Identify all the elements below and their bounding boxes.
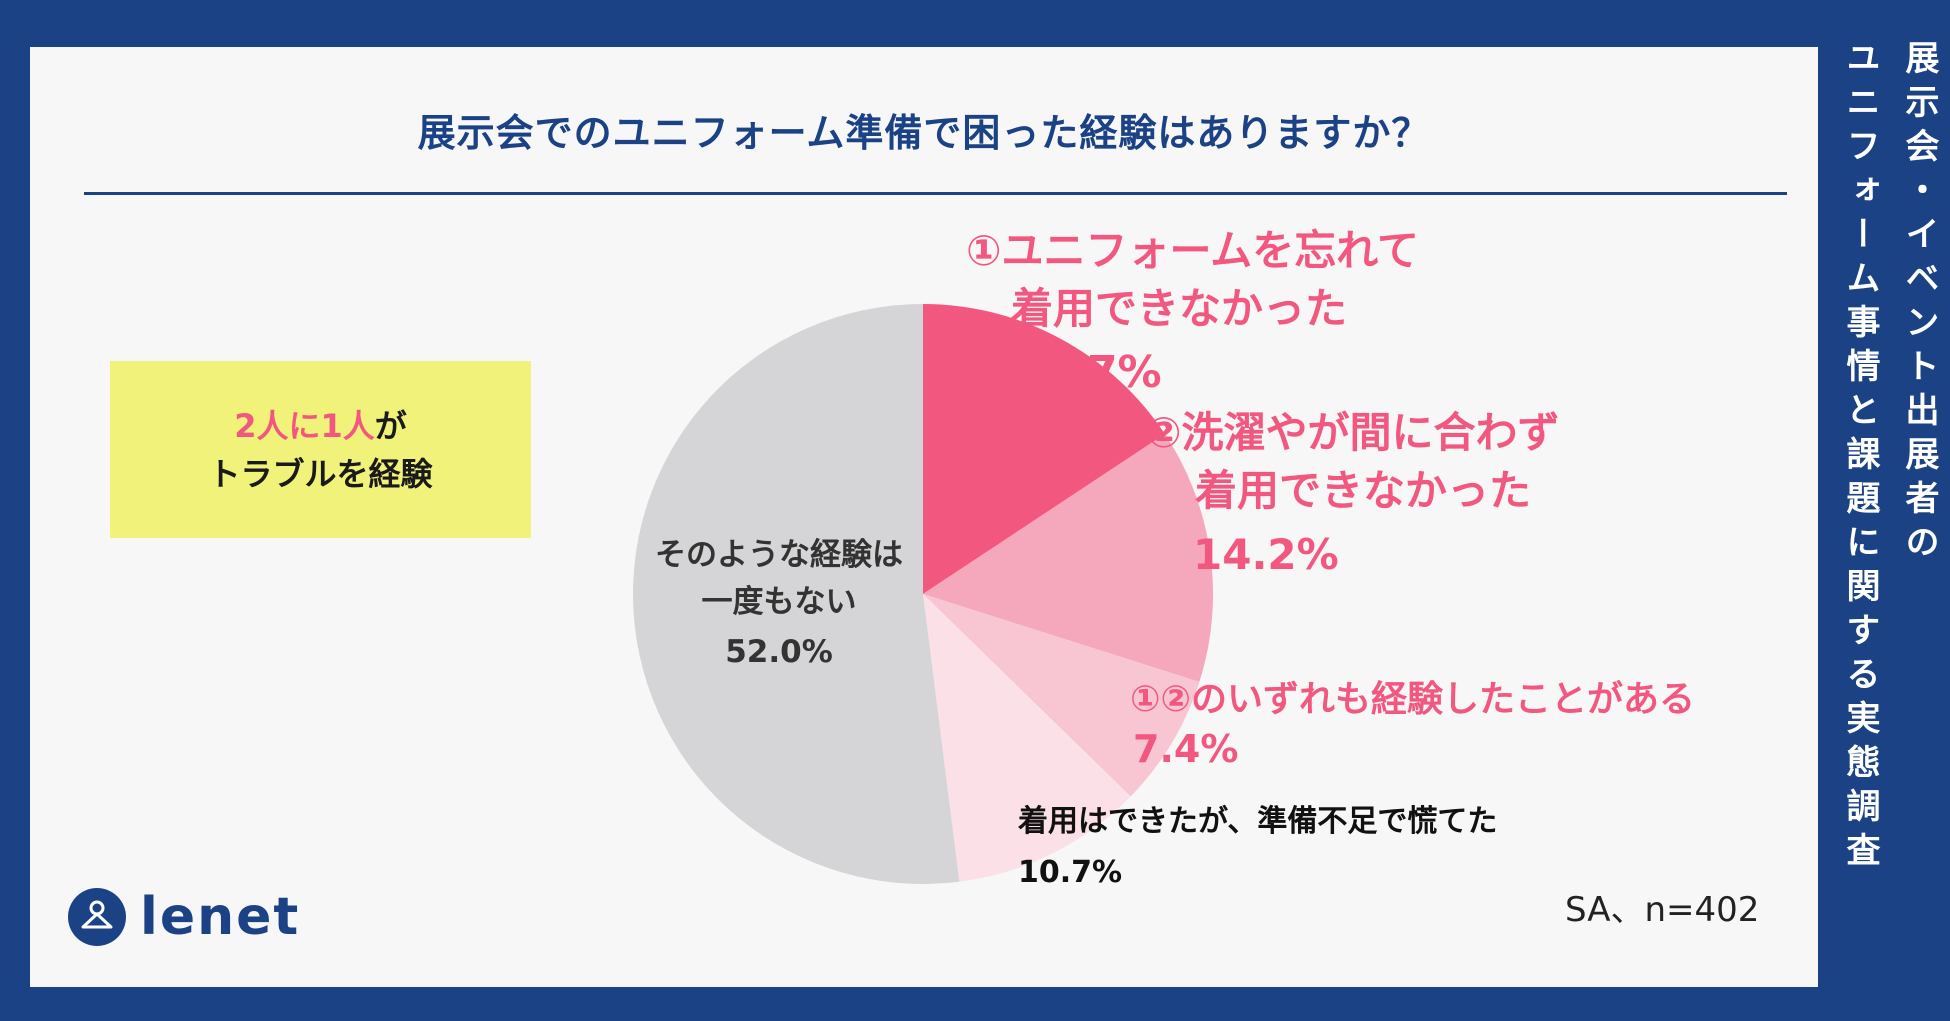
pie-slice-3	[923, 594, 1200, 797]
pie-slices	[633, 304, 1213, 884]
side-title-line-2: ユニフォーム事情と課題に関する実態調査	[1840, 40, 1880, 876]
callout-line-2: トラブルを経験	[208, 454, 433, 493]
title-divider	[84, 192, 1787, 195]
slice-4-label-line-1: 着用はできたが、準備不足で慌てた	[1018, 804, 1497, 839]
pie-slice-2	[923, 434, 1213, 682]
logo-wordmark: lenet	[140, 887, 301, 947]
summary-callout: 2人に1人が トラブルを経験	[110, 361, 531, 538]
pie-chart: ①ユニフォームを忘れて 着用できなかった 15.7% ②洗濯やが間に合わず 着用…	[633, 226, 1695, 890]
callout-line-1: 2人に1人が	[234, 402, 407, 450]
slice-3-label-line-1: ①②のいずれも経験したことがある	[1130, 679, 1695, 720]
slice-4-value: 10.7%	[1018, 855, 1122, 890]
slice-1-label-line-1: ①ユニフォームを忘れて	[966, 226, 1419, 275]
slice-2-label-line-1: ②洗濯やが間に合わず	[1146, 408, 1560, 457]
pie-slice-5	[633, 304, 960, 884]
pie-slice-4	[923, 594, 1131, 882]
lenet-logo: lenet	[68, 887, 300, 947]
side-title-line-1: 展示会・イベント出展者の	[1899, 40, 1939, 568]
hanger-logo-icon	[68, 888, 126, 946]
slice-5-label-line-2: 一度もない	[702, 584, 857, 620]
slice-5-value: 52.0%	[725, 634, 833, 670]
sample-note: SA、n=402	[1565, 890, 1760, 930]
side-title: 展示会・イベント出展者の ユニフォーム事情と課題に関する実態調査	[1838, 40, 1942, 990]
chart-panel: 展示会でのユニフォーム準備で困った経験はありますか？ 2人に1人が トラブルを経…	[30, 47, 1818, 987]
slice-1-label-line-2: 着用できなかった	[1011, 284, 1347, 333]
pie-slice-1	[923, 304, 1165, 594]
callout-suffix: が	[374, 406, 407, 445]
slice-2-label-line-2: 着用できなかった	[1195, 466, 1531, 515]
slice-2-value: 14.2%	[1193, 530, 1339, 579]
callout-highlight: 2人に1人	[234, 406, 375, 445]
chart-title: 展示会でのユニフォーム準備で困った経験はありますか？	[417, 111, 1431, 155]
slice-1-value: 15.7%	[1009, 347, 1162, 398]
slice-5-label-line-1: そのような経験は	[655, 537, 903, 573]
slice-3-value: 7.4%	[1133, 727, 1238, 771]
